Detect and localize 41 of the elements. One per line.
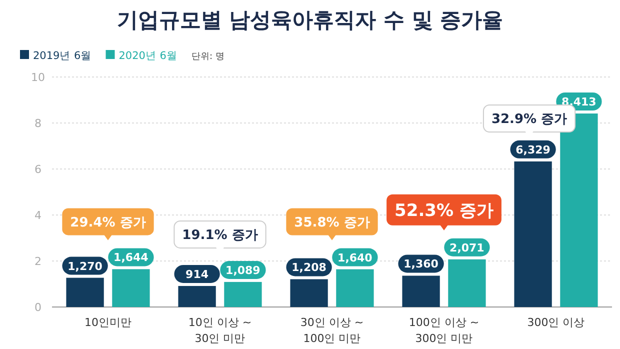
x-tick-label: 100인 이상 ~ 300인 미만 xyxy=(408,316,480,345)
data-label: 6,329 xyxy=(516,143,550,156)
picture-callout: 29.4% 증가 xyxy=(62,208,154,240)
x-tick-label: 10인미만 xyxy=(84,316,132,329)
bar xyxy=(336,269,374,307)
x-tick-label: 30인 이상 ~ 100인 미만 xyxy=(300,316,364,345)
data-label: 1,360 xyxy=(404,258,439,271)
data-label: 1,208 xyxy=(292,261,326,274)
bar xyxy=(290,279,328,307)
bar xyxy=(66,278,104,307)
bar xyxy=(514,161,552,307)
legend-label: 2020년 6월 xyxy=(118,50,178,62)
data-label: 914 xyxy=(186,268,209,281)
legend-label: 2019년 6월 xyxy=(33,50,92,62)
y-tick-label: 2 xyxy=(34,255,42,268)
data-label: 2,071 xyxy=(450,241,484,254)
picture-callout: 52.3% 증가 xyxy=(386,194,502,230)
y-tick-label: 8 xyxy=(34,117,42,130)
bar xyxy=(178,286,216,307)
y-tick-label: 4 xyxy=(34,209,42,222)
annotation: 52.3% 증가 xyxy=(394,200,494,221)
bar xyxy=(112,269,150,307)
y-tick-label: 0 xyxy=(34,301,42,314)
y-tick-label: 6 xyxy=(34,163,42,176)
annotation: 32.9% 증가 xyxy=(491,112,568,128)
x-tick-label: 10인 이상 ~ 30인 미만 xyxy=(188,316,252,345)
data-label: 1,270 xyxy=(68,260,103,273)
chart-title: 기업규모별 남성육아휴직자 수 및 증가율 xyxy=(116,8,504,32)
bar xyxy=(402,276,440,307)
annotation: 19.1% 증가 xyxy=(182,228,258,244)
y-tick-label: 10 xyxy=(31,71,45,84)
data-label: 1,640 xyxy=(338,251,373,264)
bar xyxy=(448,259,486,307)
x-tick-label: 300인 이상 xyxy=(527,316,585,329)
text: 단위: 명 xyxy=(192,52,224,62)
annotation: 35.8% 증가 xyxy=(294,215,370,230)
data-label: 1,644 xyxy=(114,251,149,264)
bar xyxy=(224,282,262,307)
annotation: 29.4% 증가 xyxy=(70,215,146,230)
data-label: 1,089 xyxy=(226,264,260,277)
picture-callout: 35.8% 증가 xyxy=(286,208,378,240)
